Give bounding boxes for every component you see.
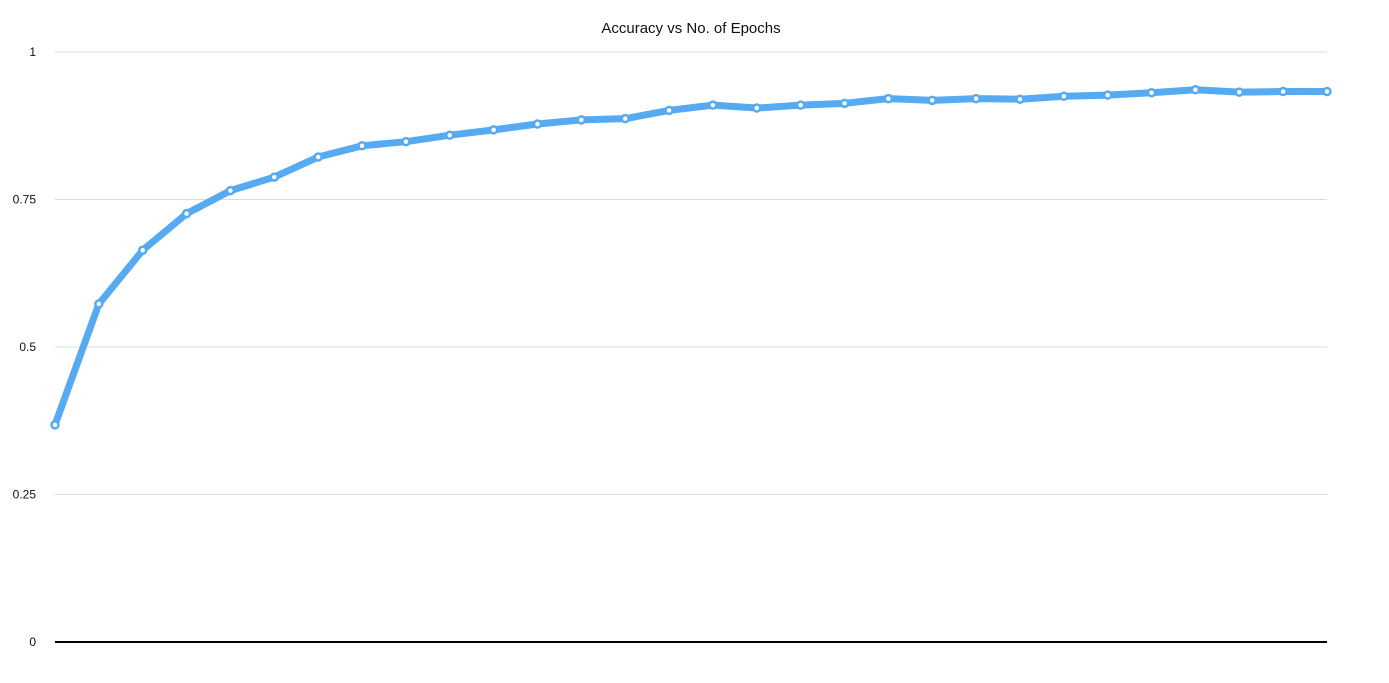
y-axis: 0 0.25 0.5 0.75 1: [13, 45, 37, 649]
y-tick-label: 0.75: [13, 193, 37, 207]
data-point: [269, 172, 280, 182]
y-tick-label: 1: [29, 45, 36, 59]
data-point: [971, 93, 981, 104]
chart-title: Accuracy vs No. of Epochs: [601, 20, 780, 37]
data-point: [488, 125, 499, 135]
data-point: [445, 130, 455, 140]
data-point: [532, 119, 543, 129]
data-point: [883, 93, 894, 104]
data-point: [1190, 85, 1201, 95]
data-point: [181, 208, 192, 219]
data-point: [94, 299, 104, 309]
data-point: [576, 115, 587, 125]
data-points: [50, 85, 1332, 430]
data-point: [401, 136, 411, 147]
data-point: [664, 105, 674, 116]
series-layer: [51, 86, 1331, 429]
data-point: [313, 152, 323, 162]
gridlines: [55, 51, 1327, 643]
data-point: [137, 245, 148, 255]
data-point: [1322, 86, 1332, 97]
y-tick-label: 0.25: [13, 488, 37, 502]
data-point: [1015, 94, 1025, 104]
data-point: [50, 420, 60, 430]
data-point: [752, 103, 762, 113]
data-point: [795, 100, 806, 110]
data-point: [620, 113, 630, 124]
series-line: [51, 86, 1331, 429]
data-point: [1102, 90, 1113, 100]
data-point: [357, 141, 367, 151]
data-point: [708, 100, 718, 110]
y-tick-label: 0: [29, 635, 36, 649]
data-point: [927, 95, 937, 106]
data-point: [1146, 87, 1157, 98]
data-point: [1278, 86, 1288, 97]
data-point: [839, 98, 850, 109]
data-point: [1059, 91, 1069, 101]
data-point: [225, 185, 236, 196]
data-point: [1234, 87, 1245, 97]
y-tick-label: 0.5: [19, 340, 36, 354]
